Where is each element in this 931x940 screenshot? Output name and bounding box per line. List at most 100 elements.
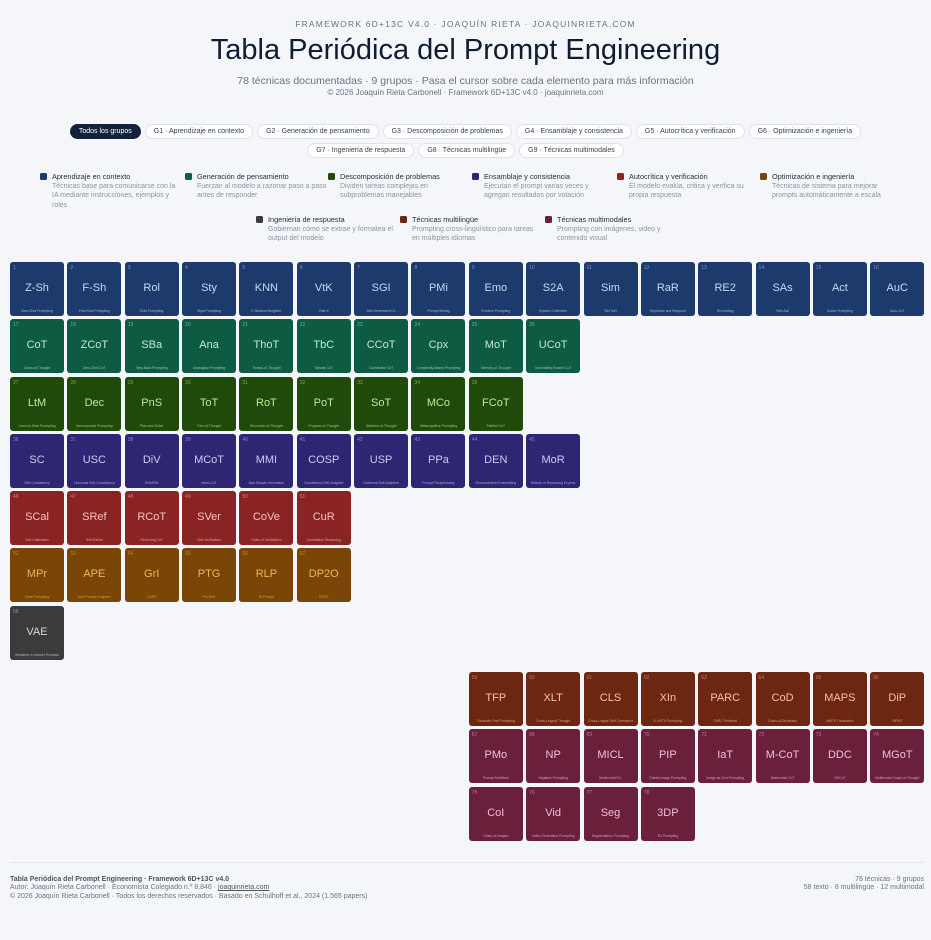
element-tile-rol[interactable]: 3 Rol Role Prompting	[124, 262, 179, 316]
element-tile-tot[interactable]: 30 ToT Tree-of-Thought	[182, 377, 237, 431]
element-tile-sty[interactable]: 4 Sty Style Prompting	[182, 262, 237, 316]
element-tile-mgot[interactable]: 74 MGoT Multimodal Graph-of-Thought	[870, 729, 925, 783]
element-tile-act[interactable]: 15 Act Active Prompting	[812, 262, 867, 316]
element-tile-mcot[interactable]: 39 MCoT Meta-CoT	[182, 434, 237, 488]
filter-g4[interactable]: G4 · Ensamblaje y consistencia	[515, 124, 632, 139]
element-tile-pip[interactable]: 70 PIP Paired-Image Prompting	[640, 729, 695, 783]
filter-g3[interactable]: G3 · Descomposición de problemas	[382, 124, 512, 139]
element-tile-dp2o[interactable]: 57 DP2O DP2O	[296, 548, 351, 602]
element-tile-cur[interactable]: 51 CuR Cumulative Reasoning	[296, 491, 351, 545]
filter-g9[interactable]: G9 · Técnicas multimodales	[519, 143, 624, 158]
element-tile-rlp[interactable]: 56 RLP RLPrompt	[239, 548, 294, 602]
element-tile-usc[interactable]: 37 USC Universal Self-Consistency	[67, 434, 122, 488]
element-tile-xlt[interactable]: 60 XLT Cross-Lingual Thought	[526, 672, 581, 726]
element-tile-vid[interactable]: 76 Vid Video Generation Prompting	[526, 787, 581, 841]
element-tile-rot[interactable]: 31 RoT Recursion-of-Thought	[239, 377, 294, 431]
element-tile-mco[interactable]: 34 MCo Metacognitive Prompting	[411, 377, 466, 431]
element-tile-scal[interactable]: 46 SCal Self-Calibration	[10, 491, 64, 545]
element-tile-ptg[interactable]: 55 PTG ProTeGi	[182, 548, 237, 602]
element-tile-ccot[interactable]: 23 CCoT Contrastive CoT	[354, 319, 409, 373]
element-tile-ape[interactable]: 53 APE Auto Prompt Engineer	[67, 548, 122, 602]
element-tile-dip[interactable]: 66 DiP DiPMT	[870, 672, 925, 726]
element-tile-3dp[interactable]: 78 3DP 3D Prompting	[640, 787, 695, 841]
element-number: 60	[529, 675, 535, 681]
element-tile-seg[interactable]: 77 Seg Segmentation Prompting	[583, 787, 638, 841]
element-tile-mmi[interactable]: 40 MMI Max Mutual Information	[239, 434, 294, 488]
element-tile-usp[interactable]: 42 USP Universal Self-Adaptive	[354, 434, 409, 488]
element-name: Tabular CoT	[314, 365, 333, 370]
element-number: 47	[70, 494, 76, 500]
element-tile-parc[interactable]: 63 PARC PARC Retrieval	[698, 672, 753, 726]
element-tile-micl[interactable]: 69 MICL Multimodal ICL	[583, 729, 638, 783]
element-tile-knn[interactable]: 5 KNN K-Nearest Neighbor	[239, 262, 294, 316]
element-tile-cove[interactable]: 50 CoVe Chain-of-Verification	[239, 491, 294, 545]
element-name: Self-Calibration	[25, 537, 49, 542]
element-tile-np[interactable]: 68 NP Negative Prompting	[526, 729, 581, 783]
element-tile-sc[interactable]: 36 SC Self-Consistency	[10, 434, 64, 488]
filter-g1[interactable]: G1 · Aprendizaje en contexto	[144, 124, 254, 139]
element-tile-fcot[interactable]: 35 FCoT Faithful CoT	[468, 377, 523, 431]
element-tile-coi[interactable]: 75 CoI Chain-of-Images	[468, 787, 523, 841]
element-tile-sot[interactable]: 33 SoT Skeleton-of-Thought	[354, 377, 409, 431]
element-tile-f-sh[interactable]: 2 F-Sh Few-Shot Prompting	[67, 262, 122, 316]
element-tile-dec[interactable]: 28 Dec Decomposed Prompting	[67, 377, 122, 431]
element-tile-cosp[interactable]: 41 COSP Consistency Self-Adaptive	[296, 434, 351, 488]
element-tile-vae[interactable]: 58 VAE Verbalizer & Answer Extractor	[10, 606, 64, 660]
element-tile-sver[interactable]: 49 SVer Self-Verification	[182, 491, 237, 545]
element-tile-cod[interactable]: 64 CoD Chain-of-Dictionary	[755, 672, 810, 726]
element-tile-cls[interactable]: 61 CLS Cross-Lingual Self Consistent	[583, 672, 638, 726]
element-number: 50	[242, 494, 248, 500]
element-tile-rcot[interactable]: 48 RCoT Reversing CoT	[124, 491, 179, 545]
element-tile-maps[interactable]: 65 MAPS MAPS Translation	[812, 672, 867, 726]
legend-item-g9: Técnicas multimodales Prompting con imáge…	[545, 215, 687, 244]
element-tile-emo[interactable]: 9 Emo Emotion Prompting	[468, 262, 523, 316]
element-tile-ucot[interactable]: 26 UCoT Uncertainty-Routed CoT	[526, 319, 581, 373]
element-tile-ana[interactable]: 20 Ana Analogical Prompting	[182, 319, 237, 373]
element-tile-pot[interactable]: 32 PoT Program-of-Thought	[296, 377, 351, 431]
element-tile-sgi[interactable]: 7 SGI Self-Generated ICL	[354, 262, 409, 316]
element-tile-s2a[interactable]: 10 S2A System 2 Attention	[526, 262, 581, 316]
element-tile-ltm[interactable]: 27 LtM Least-to-Most Prompting	[10, 377, 64, 431]
element-tile-vtk[interactable]: 6 VtK Vote-K	[296, 262, 351, 316]
element-tile-sba[interactable]: 19 SBa Step-Back Prompting	[124, 319, 179, 373]
element-tile-sref[interactable]: 47 SRef Self-Refine	[67, 491, 122, 545]
element-tile-zcot[interactable]: 18 ZCoT Zero-Shot CoT	[67, 319, 122, 373]
element-tile-xin[interactable]: 62 XIn X-InSTA Prompting	[640, 672, 695, 726]
element-tile-gri[interactable]: 54 GrI GrIPS	[124, 548, 179, 602]
element-tile-rar[interactable]: 12 RaR Rephrase and Respond	[640, 262, 695, 316]
element-tile-div[interactable]: 38 DiV DiVeRSe	[124, 434, 179, 488]
element-tile-cpx[interactable]: 24 Cpx Complexity-Based Prompting	[411, 319, 466, 373]
element-tile-mpr[interactable]: 52 MPr Meta Prompting	[10, 548, 64, 602]
element-tile-pns[interactable]: 29 PnS Plan-and-Solve	[124, 377, 179, 431]
footer-link[interactable]: joaquinrieta.com	[218, 884, 270, 892]
element-tile-thot[interactable]: 21 ThoT Thread-of-Thought	[239, 319, 294, 373]
element-tile-re2[interactable]: 13 RE2 Re-reading	[698, 262, 753, 316]
element-number: 63	[701, 675, 707, 681]
element-tile-mor[interactable]: 45 MoR Mixture of Reasoning Experts	[526, 434, 581, 488]
element-tile-mot[interactable]: 25 MoT Memory-of-Thought	[468, 319, 523, 373]
filter-g7[interactable]: G7 · Ingeniería de respuesta	[307, 143, 415, 158]
element-tile-ppa[interactable]: 43 PPa Prompt Paraphrasing	[411, 434, 466, 488]
element-number: 5	[242, 265, 246, 271]
element-tile-tfp[interactable]: 59 TFP Translate-First Prompting	[468, 672, 523, 726]
filter-g8[interactable]: G8 · Técnicas multilingüe	[418, 143, 516, 158]
filter-g6[interactable]: G6 · Optimización e ingeniería	[748, 124, 862, 139]
element-tile-z-sh[interactable]: 1 Z-Sh Zero-Shot Prompting	[10, 262, 64, 316]
element-tile-pmo[interactable]: 67 PMo Prompt Modifiers	[468, 729, 523, 783]
element-name: Verbalizer & Answer Extractor	[14, 652, 60, 657]
element-tile-m-cot[interactable]: 72 M-CoT Multimodal CoT	[755, 729, 810, 783]
element-symbol: PoT	[313, 397, 334, 409]
element-tile-pmi[interactable]: 8 PMi Prompt Mining	[411, 262, 466, 316]
filter-g5[interactable]: G5 · Autocrítica y verificación	[635, 124, 745, 139]
element-tile-auc[interactable]: 16 AuC Auto-CoT	[870, 262, 925, 316]
element-tile-sim[interactable]: 11 Sim SimToM	[583, 262, 638, 316]
element-tile-den[interactable]: 44 DEN Demonstration Ensembling	[468, 434, 523, 488]
element-tile-iat[interactable]: 71 IaT Image-as-Text Prompting	[698, 729, 753, 783]
element-name: Tree-of-Thought	[196, 423, 222, 428]
filter-g2[interactable]: G2 · Generación de pensamiento	[257, 124, 379, 139]
filter-all[interactable]: Todos los grupos	[69, 124, 141, 139]
element-tile-sas[interactable]: 14 SAs Self-Ask	[755, 262, 810, 316]
element-tile-cot[interactable]: 17 CoT Chain-of-Thought	[10, 319, 64, 373]
element-tile-ddc[interactable]: 73 DDC DDCoT	[812, 729, 867, 783]
element-tile-tbc[interactable]: 22 TbC Tabular CoT	[296, 319, 351, 373]
